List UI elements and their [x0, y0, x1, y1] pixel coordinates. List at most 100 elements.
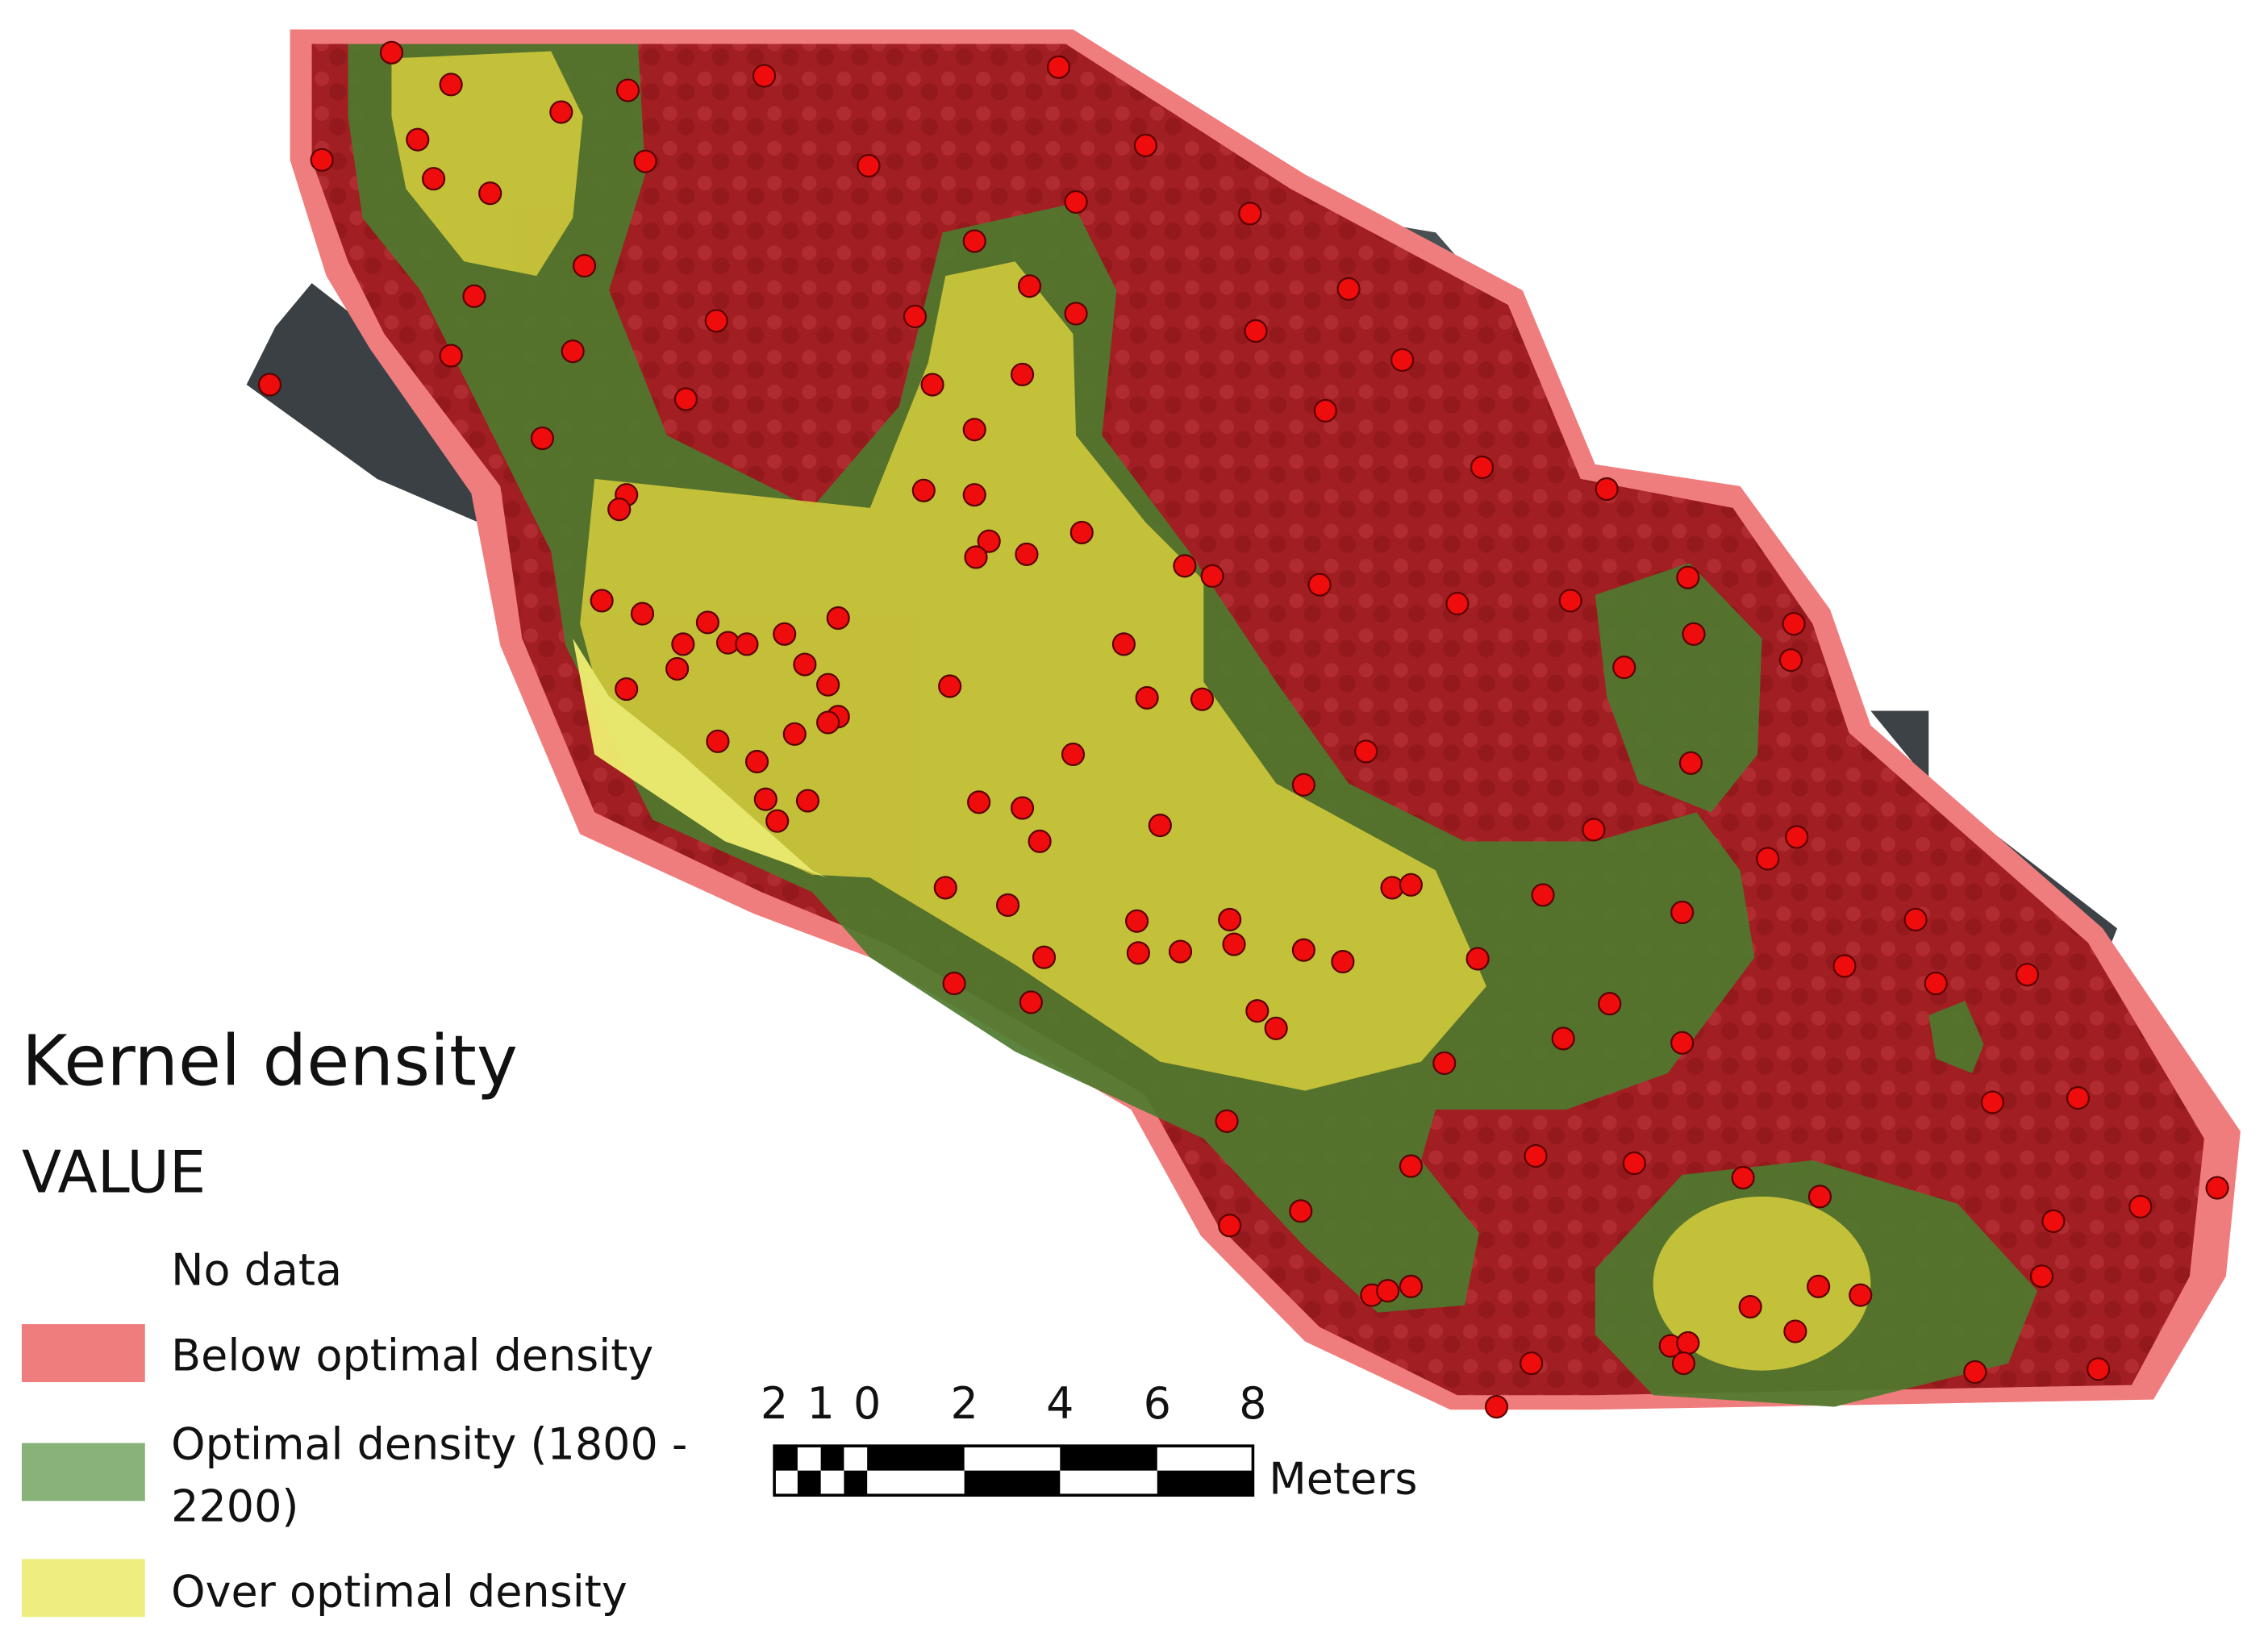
legend-swatch [21, 1443, 145, 1501]
sample-point [1331, 950, 1355, 974]
sample-point [962, 229, 986, 253]
sample-point [2205, 1176, 2229, 1200]
sample-point [1980, 1090, 2004, 1114]
sample-points [257, 40, 2229, 1419]
sample-point [1111, 632, 1136, 656]
sample-point [310, 148, 334, 172]
scale-label: 1 [807, 1378, 834, 1429]
sample-point [1445, 591, 1470, 616]
sample-point [773, 622, 797, 646]
sample-point [903, 304, 928, 329]
sample-point [2066, 1086, 2091, 1110]
sample-point [1148, 814, 1172, 838]
sample-point [1218, 1214, 1242, 1238]
sample-point [1019, 990, 1043, 1014]
sample-point [695, 610, 719, 635]
sample-point [1245, 999, 1269, 1023]
sample-point [911, 478, 936, 502]
sample-point [1551, 1027, 1575, 1051]
sample-point [1010, 796, 1035, 820]
sample-point [795, 789, 820, 813]
sample-point [615, 78, 640, 102]
sample-point [1215, 1109, 1239, 1133]
sample-point [1807, 1274, 1831, 1298]
sample-point [439, 73, 463, 97]
sample-point [962, 418, 986, 442]
sample-point [706, 729, 730, 753]
sample-point [735, 632, 759, 656]
sample-point [2041, 1209, 2066, 1234]
sample-point [1399, 1274, 1423, 1298]
sample-point [1307, 573, 1332, 597]
sample-point [2029, 1264, 2054, 1289]
sample-point [938, 674, 962, 698]
sample-point [967, 790, 991, 814]
sample-point [633, 149, 657, 173]
sample-point [1064, 189, 1088, 214]
sample-point [590, 589, 614, 613]
sample-point [1244, 319, 1268, 344]
sample-point [673, 387, 698, 411]
sample-point [1520, 1351, 1544, 1376]
sample-point [665, 656, 690, 681]
sample-point [1598, 992, 1622, 1016]
sample-point [1354, 739, 1378, 764]
sample-point [1678, 751, 1703, 775]
sample-point [704, 309, 728, 333]
sample-point [1376, 1279, 1400, 1303]
sample-point [1676, 1331, 1700, 1356]
sample-point [1390, 348, 1415, 373]
sample-point [920, 373, 944, 397]
sample-point [1785, 825, 1809, 849]
sample-point [826, 606, 850, 631]
sample-point [1807, 1185, 1832, 1209]
sample-point [1399, 1154, 1423, 1178]
legend-swatch [21, 1324, 145, 1383]
sample-point [1676, 565, 1700, 589]
legend-subtitle: VALUE [22, 1138, 206, 1206]
scale-label: 6 [1144, 1378, 1171, 1429]
scale-label: 0 [853, 1378, 881, 1429]
sample-point [1015, 542, 1039, 566]
scale-unit: Meters [1269, 1453, 1417, 1504]
density-over [391, 51, 1871, 1371]
sample-point [1028, 829, 1052, 853]
sample-point [1135, 685, 1159, 710]
sample-point [1218, 907, 1242, 932]
sample-point [1238, 202, 1262, 226]
sample-point [1595, 477, 1619, 502]
sample-point [933, 876, 957, 900]
sample-point [962, 483, 986, 507]
sample-point [1010, 362, 1035, 386]
sample-point [1756, 847, 1780, 871]
sample-point [1738, 1294, 1762, 1319]
legend-label: Below optimal density [171, 1331, 653, 1381]
scale-label: 2 [950, 1378, 978, 1429]
sample-point [1200, 564, 1224, 588]
sample-point [1671, 1351, 1695, 1376]
sample-point [406, 127, 430, 152]
sample-point [1222, 932, 1246, 956]
scale-label: 4 [1046, 1378, 1074, 1429]
sample-point [1061, 742, 1086, 767]
scale-bar: 2 1 0 2 4 6 8 Meters [761, 1378, 1418, 1504]
sample-point [942, 972, 966, 996]
sample-point [1069, 520, 1094, 544]
sample-point [1524, 1143, 1548, 1168]
sample-point [2128, 1194, 2153, 1219]
sample-point [573, 254, 597, 278]
sample-point [1173, 554, 1197, 578]
sample-point [1289, 1199, 1313, 1223]
legend-label: Over optimal density [171, 1567, 627, 1618]
sample-point [1399, 872, 1423, 897]
sample-point [857, 153, 881, 178]
sample-point [1291, 938, 1315, 962]
sample-point [257, 373, 281, 397]
sample-point [671, 632, 695, 656]
scale-label: 2 [761, 1378, 788, 1429]
sample-point [977, 529, 1001, 553]
legend-label: 2200) [171, 1481, 298, 1532]
sample-point [793, 652, 817, 677]
